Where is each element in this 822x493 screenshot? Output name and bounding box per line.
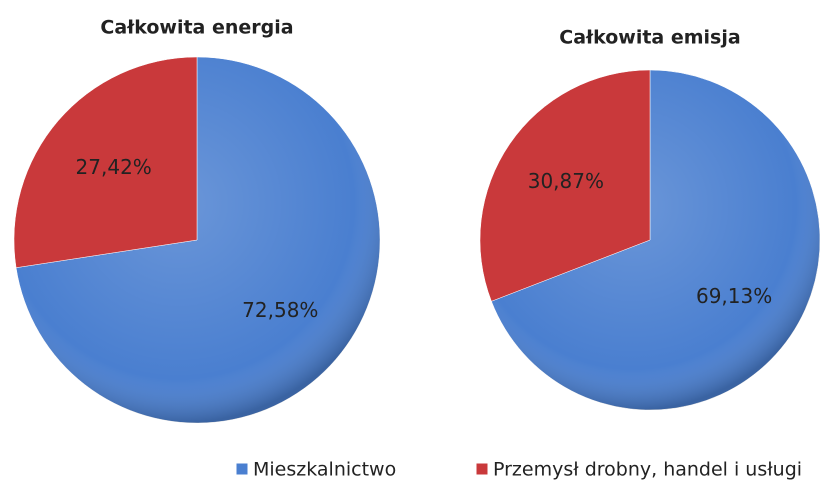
data-label: 27,42% [76,155,152,179]
pie-slice [479,69,651,302]
legend-swatch [235,462,249,476]
chart-title: Całkowita emisja [559,27,740,49]
chart-title: Całkowita energia [100,17,293,39]
data-label: 69,13% [696,284,772,308]
legend-label: Mieszkalnictwo [253,459,396,481]
legend-swatch [475,462,489,476]
legend-label: Przemysł drobny, handel i usługi [493,459,802,481]
data-label: 72,58% [242,298,318,322]
data-label: 30,87% [528,169,604,193]
pie-slice [13,56,198,269]
